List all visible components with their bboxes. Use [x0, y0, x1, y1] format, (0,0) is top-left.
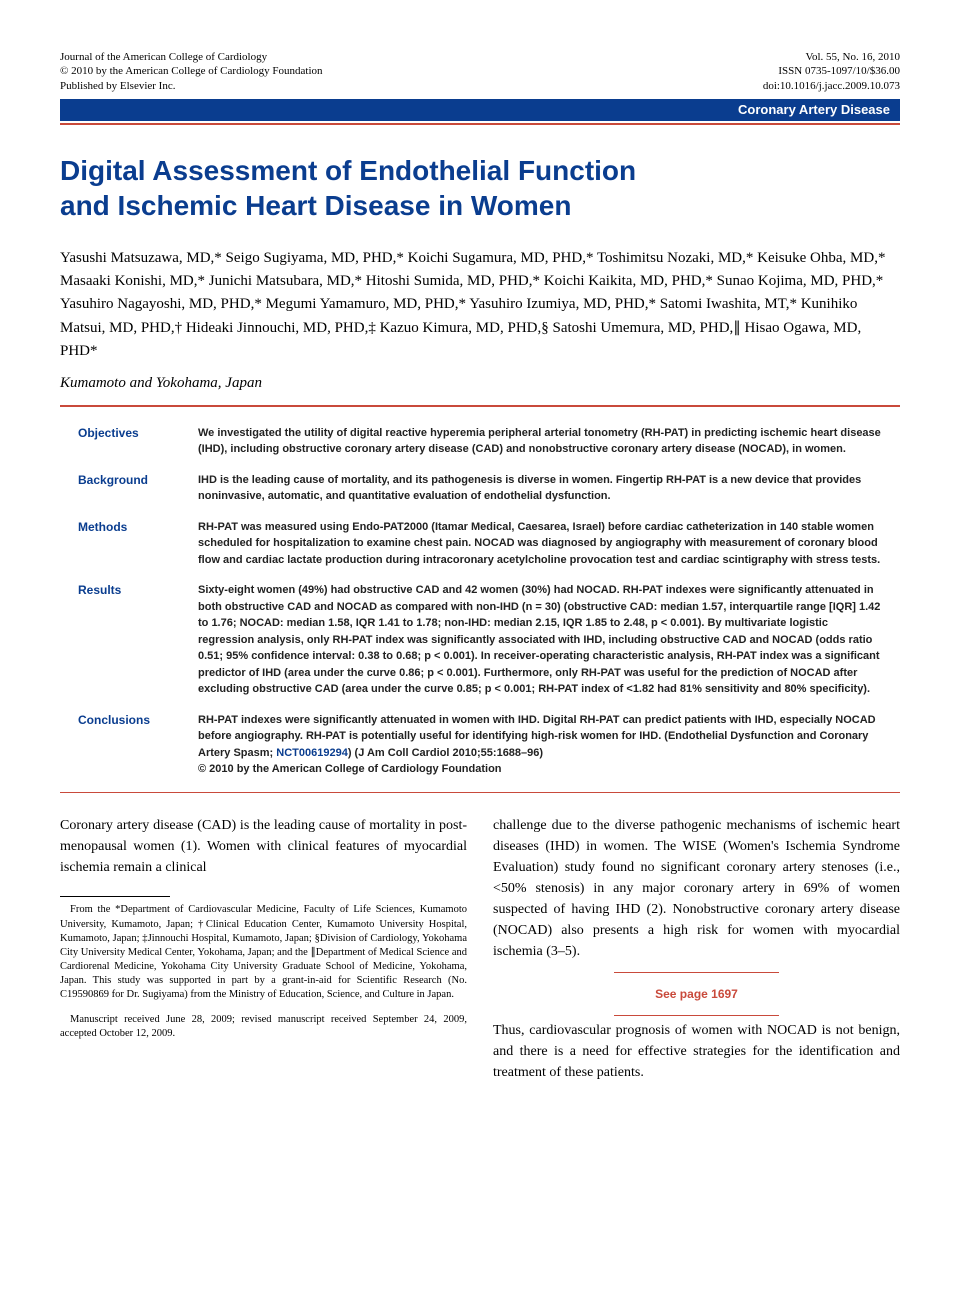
abstract-results: Results Sixty-eight women (49%) had obst…: [78, 582, 882, 698]
footnote-dates: Manuscript received June 28, 2009; revis…: [60, 1013, 467, 1041]
volume-issue: Vol. 55, No. 16, 2010: [763, 50, 900, 64]
abstract-label: Background: [78, 472, 198, 505]
abstract-label: Methods: [78, 519, 198, 569]
abstract-text: RH-PAT indexes were significantly attenu…: [198, 712, 882, 778]
structured-abstract: Objectives We investigated the utility o…: [60, 425, 900, 778]
abstract-text: We investigated the utility of digital r…: [198, 425, 882, 458]
body-paragraph: Coronary artery disease (CAD) is the lea…: [60, 815, 467, 878]
section-band: Coronary Artery Disease: [60, 99, 900, 121]
conclusions-mid: ) (J Am Coll Cardiol 2010;55:1688–96): [348, 747, 543, 759]
issn-line: ISSN 0735-1097/10/$36.00: [763, 64, 900, 78]
abstract-objectives: Objectives We investigated the utility o…: [78, 425, 882, 458]
body-paragraph: Thus, cardiovascular prognosis of women …: [493, 1020, 900, 1083]
abstract-copyright: © 2010 by the American College of Cardio…: [198, 763, 502, 775]
copyright-line: © 2010 by the American College of Cardio…: [60, 64, 323, 78]
right-column: challenge due to the diverse pathogenic …: [493, 815, 900, 1093]
body-paragraph: challenge due to the diverse pathogenic …: [493, 815, 900, 962]
red-rule-below-abstract: [60, 792, 900, 794]
left-column: Coronary artery disease (CAD) is the lea…: [60, 815, 467, 1093]
red-rule-top: [60, 123, 900, 125]
title-line-2: and Ischemic Heart Disease in Women: [60, 190, 571, 221]
header-right: Vol. 55, No. 16, 2010 ISSN 0735-1097/10/…: [763, 50, 900, 93]
author-footnote: From the *Department of Cardiovascular M…: [60, 903, 467, 1041]
header-left: Journal of the American College of Cardi…: [60, 50, 323, 93]
journal-name: Journal of the American College of Cardi…: [60, 50, 323, 64]
section-label: Coronary Artery Disease: [738, 101, 890, 119]
see-page-rule-bottom: [614, 1015, 779, 1016]
abstract-text: Sixty-eight women (49%) had obstructive …: [198, 582, 882, 698]
abstract-text: IHD is the leading cause of mortality, a…: [198, 472, 882, 505]
affiliation-line: Kumamoto and Yokohama, Japan: [60, 373, 900, 393]
footnote-rule: [60, 896, 170, 897]
doi-line: doi:10.1016/j.jacc.2009.10.073: [763, 79, 900, 93]
red-rule-above-abstract: [60, 405, 900, 407]
abstract-label: Results: [78, 582, 198, 698]
running-header: Journal of the American College of Cardi…: [60, 50, 900, 93]
abstract-text: RH-PAT was measured using Endo-PAT2000 (…: [198, 519, 882, 569]
title-line-1: Digital Assessment of Endothelial Functi…: [60, 155, 636, 186]
see-page-rule-top: [614, 972, 779, 973]
body-columns: Coronary artery disease (CAD) is the lea…: [60, 815, 900, 1093]
abstract-label: Conclusions: [78, 712, 198, 778]
abstract-background: Background IHD is the leading cause of m…: [78, 472, 882, 505]
author-list: Yasushi Matsuzawa, MD,* Seigo Sugiyama, …: [60, 247, 900, 363]
abstract-conclusions: Conclusions RH-PAT indexes were signific…: [78, 712, 882, 778]
publisher-line: Published by Elsevier Inc.: [60, 79, 323, 93]
abstract-label: Objectives: [78, 425, 198, 458]
abstract-methods: Methods RH-PAT was measured using Endo-P…: [78, 519, 882, 569]
footnote-affiliations: From the *Department of Cardiovascular M…: [60, 903, 467, 1002]
article-title: Digital Assessment of Endothelial Functi…: [60, 153, 900, 223]
trial-id-link[interactable]: NCT00619294: [276, 747, 348, 759]
see-page-callout[interactable]: See page 1697: [493, 985, 900, 1003]
